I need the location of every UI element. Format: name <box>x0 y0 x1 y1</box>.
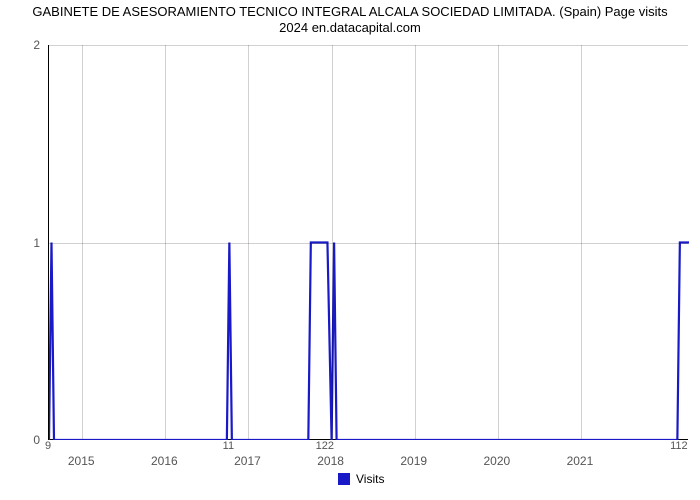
x-tick-label: 2016 <box>151 454 178 468</box>
gridline-h <box>49 243 688 244</box>
chart-container: GABINETE DE ASESORAMIENTO TECNICO INTEGR… <box>0 0 700 500</box>
x-tick-label: 2018 <box>317 454 344 468</box>
legend-swatch <box>338 473 350 485</box>
gridline-v <box>82 45 83 439</box>
chart-title-line2: 2024 en.datacapital.com <box>279 20 421 35</box>
gridline-v <box>165 45 166 439</box>
chart-title-line1: GABINETE DE ASESORAMIENTO TECNICO INTEGR… <box>32 4 667 19</box>
gridline-v <box>248 45 249 439</box>
value-label: 122 <box>316 440 334 452</box>
x-tick-label: 2019 <box>400 454 427 468</box>
chart-title: GABINETE DE ASESORAMIENTO TECNICO INTEGR… <box>0 4 700 37</box>
x-tick-label: 2020 <box>483 454 510 468</box>
gridline-v <box>332 45 333 439</box>
gridline-h <box>49 45 688 46</box>
x-tick-label: 2017 <box>234 454 261 468</box>
gridline-v <box>581 45 582 439</box>
gridline-v <box>415 45 416 439</box>
value-label: 112 <box>670 440 688 452</box>
value-label: 9 <box>45 440 51 452</box>
x-tick-label: 2015 <box>68 454 95 468</box>
legend-label: Visits <box>356 472 384 486</box>
y-tick-label: 0 <box>0 433 40 447</box>
legend: Visits <box>338 472 384 486</box>
gridline-v <box>498 45 499 439</box>
x-tick-label: 2021 <box>567 454 594 468</box>
y-tick-label: 1 <box>0 236 40 250</box>
value-label: 11 <box>223 440 234 452</box>
y-tick-label: 2 <box>0 38 40 52</box>
plot-area <box>48 45 688 440</box>
